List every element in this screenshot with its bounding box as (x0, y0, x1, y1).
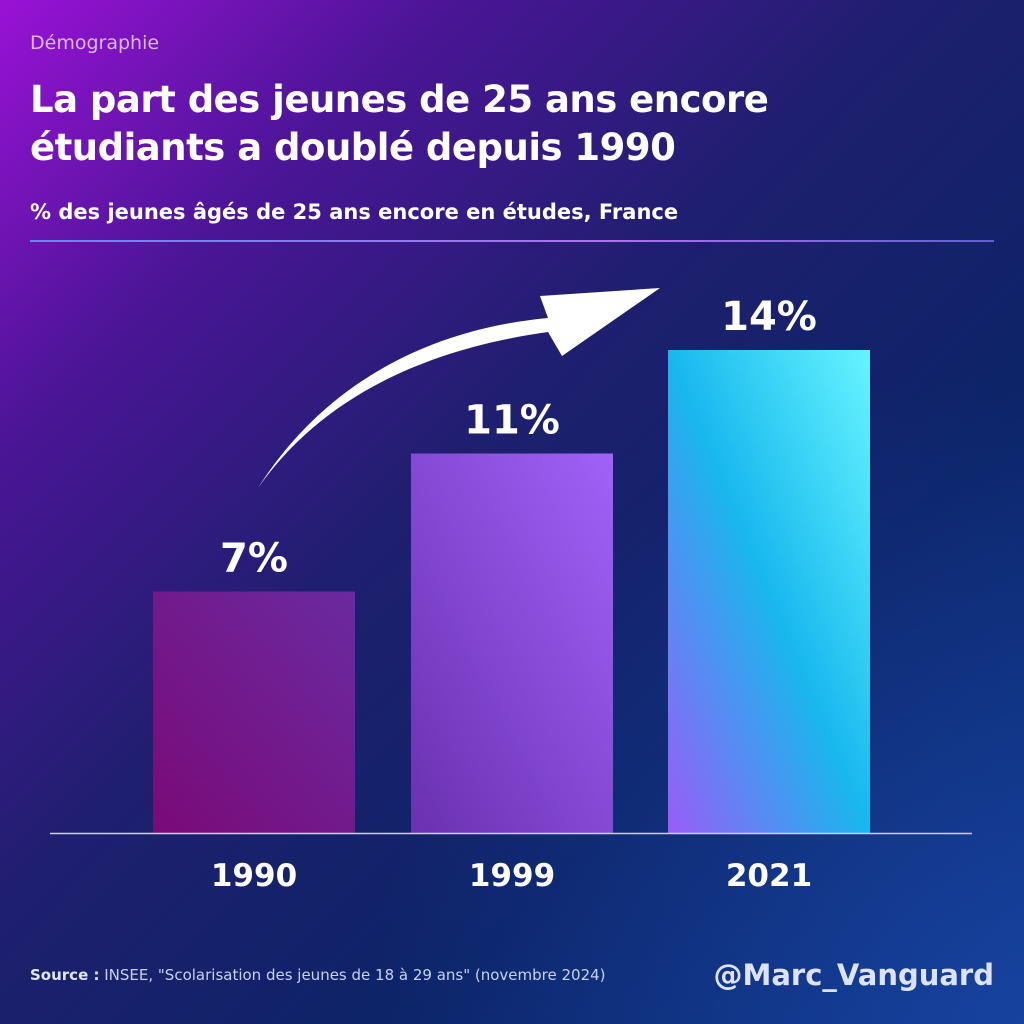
x-tick-label-1990: 1990 (211, 858, 297, 894)
bar-1999 (411, 453, 613, 833)
source-text: INSEE, "Scolarisation des jeunes de 18 à… (99, 966, 606, 984)
trend-arrow (258, 288, 660, 488)
source-label: Source : (30, 966, 100, 984)
x-tick-label-2021: 2021 (726, 858, 812, 894)
bar-2021 (668, 350, 870, 833)
title-line-1: La part des jeunes de 25 ans encore (30, 78, 769, 121)
data-label-1999: 11% (464, 398, 560, 444)
bar-1990 (153, 591, 355, 833)
author-handle: @Marc_Vanguard (713, 958, 994, 992)
category-label: Démographie (30, 32, 160, 54)
data-label-2021: 14% (721, 294, 817, 340)
title-line-2: étudiants a doublé depuis 1990 (30, 126, 676, 169)
chart-title: La part des jeunes de 25 ans encore étud… (30, 76, 769, 172)
source-note: Source : INSEE, "Scolarisation des jeune… (30, 966, 606, 984)
title-divider (30, 240, 994, 242)
x-tick-label-1999: 1999 (469, 858, 555, 894)
chart-subtitle: % des jeunes âgés de 25 ans encore en ét… (30, 200, 679, 224)
data-label-1990: 7% (220, 536, 288, 582)
